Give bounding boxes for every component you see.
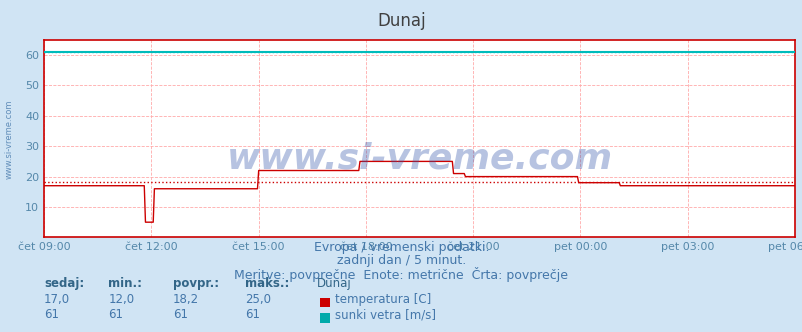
Text: temperatura [C]: temperatura [C] xyxy=(334,293,431,306)
Text: www.si-vreme.com: www.si-vreme.com xyxy=(226,141,612,175)
Text: sunki vetra [m/s]: sunki vetra [m/s] xyxy=(334,308,435,321)
Text: 25,0: 25,0 xyxy=(245,293,270,306)
Text: 61: 61 xyxy=(44,308,59,321)
Text: Evropa / vremenski podatki.: Evropa / vremenski podatki. xyxy=(314,241,488,254)
Text: Meritve: povprečne  Enote: metrične  Črta: povprečje: Meritve: povprečne Enote: metrične Črta:… xyxy=(234,267,568,282)
Text: min.:: min.: xyxy=(108,277,142,290)
Text: 12,0: 12,0 xyxy=(108,293,135,306)
Text: zadnji dan / 5 minut.: zadnji dan / 5 minut. xyxy=(337,254,465,267)
Text: 61: 61 xyxy=(172,308,188,321)
Text: 18,2: 18,2 xyxy=(172,293,199,306)
Text: maks.:: maks.: xyxy=(245,277,289,290)
Text: www.si-vreme.com: www.si-vreme.com xyxy=(5,100,14,179)
Text: 61: 61 xyxy=(108,308,124,321)
Text: Dunaj: Dunaj xyxy=(377,12,425,30)
Text: sedaj:: sedaj: xyxy=(44,277,84,290)
Text: 61: 61 xyxy=(245,308,260,321)
Text: povpr.:: povpr.: xyxy=(172,277,218,290)
Text: 17,0: 17,0 xyxy=(44,293,71,306)
Text: Dunaj: Dunaj xyxy=(317,277,351,290)
